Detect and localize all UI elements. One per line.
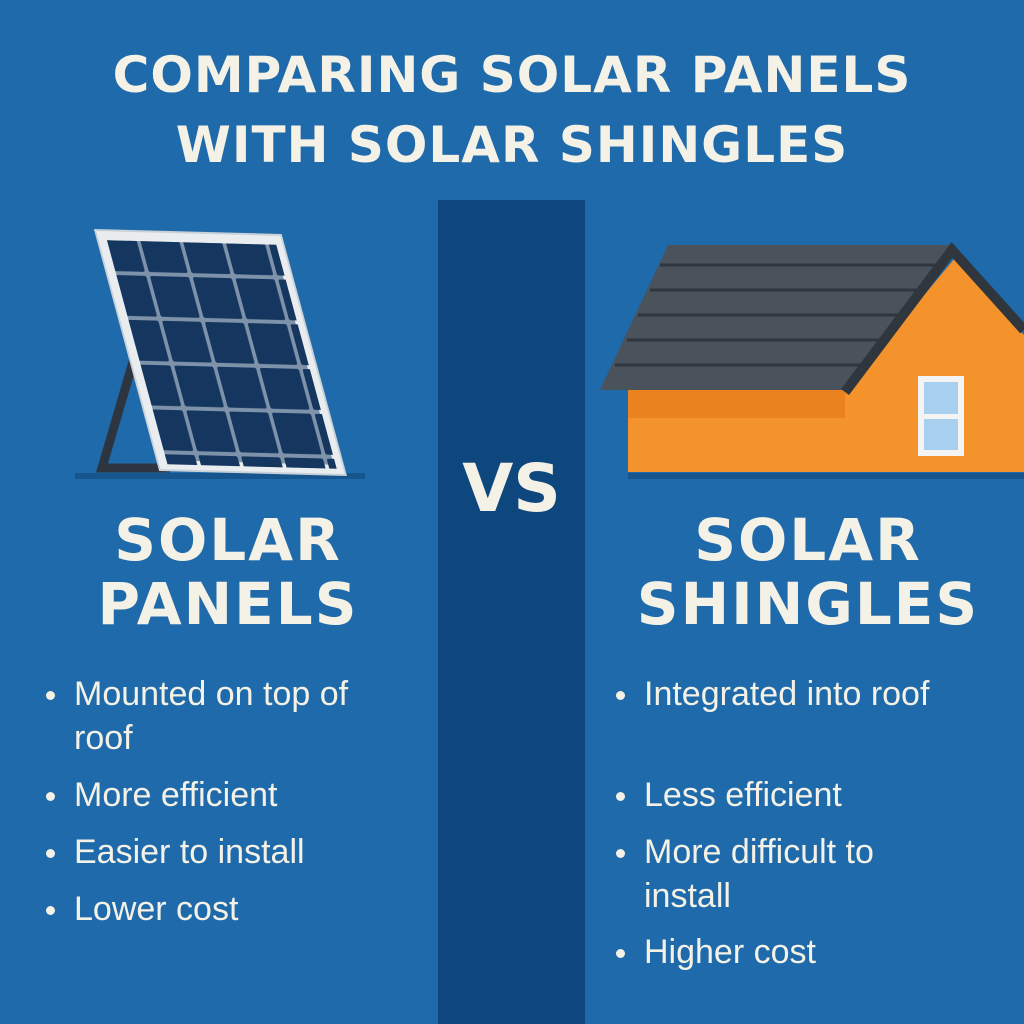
bullet: Integrated into roof bbox=[616, 672, 984, 716]
left-heading: SOLAR PANELS bbox=[18, 508, 438, 636]
heading-line: PANELS bbox=[97, 570, 359, 638]
title: COMPARING SOLAR PANELS WITH SOLAR SHINGL… bbox=[0, 40, 1024, 180]
title-line: COMPARING SOLAR PANELS bbox=[112, 46, 912, 104]
bullet: Less efficient bbox=[616, 773, 984, 817]
right-heading: SOLAR SHINGLES bbox=[598, 508, 1018, 636]
vs-label: VS bbox=[462, 450, 561, 527]
bullet: More difficult to install bbox=[616, 830, 934, 918]
heading-line: SHINGLES bbox=[636, 570, 980, 638]
bullet: Lower cost bbox=[46, 887, 414, 931]
title-line: WITH SOLAR SHINGLES bbox=[175, 116, 849, 174]
heading-line: SOLAR bbox=[114, 506, 342, 574]
center-strip bbox=[438, 200, 585, 1024]
bullet: Higher cost bbox=[616, 930, 984, 974]
house-icon bbox=[600, 242, 1024, 479]
solar-panel-icon bbox=[75, 228, 365, 479]
bullet: Easier to install bbox=[46, 830, 414, 874]
bullet: Mounted on top of roof bbox=[46, 672, 404, 760]
bullet: More efficient bbox=[46, 773, 414, 817]
heading-line: SOLAR bbox=[694, 506, 922, 574]
